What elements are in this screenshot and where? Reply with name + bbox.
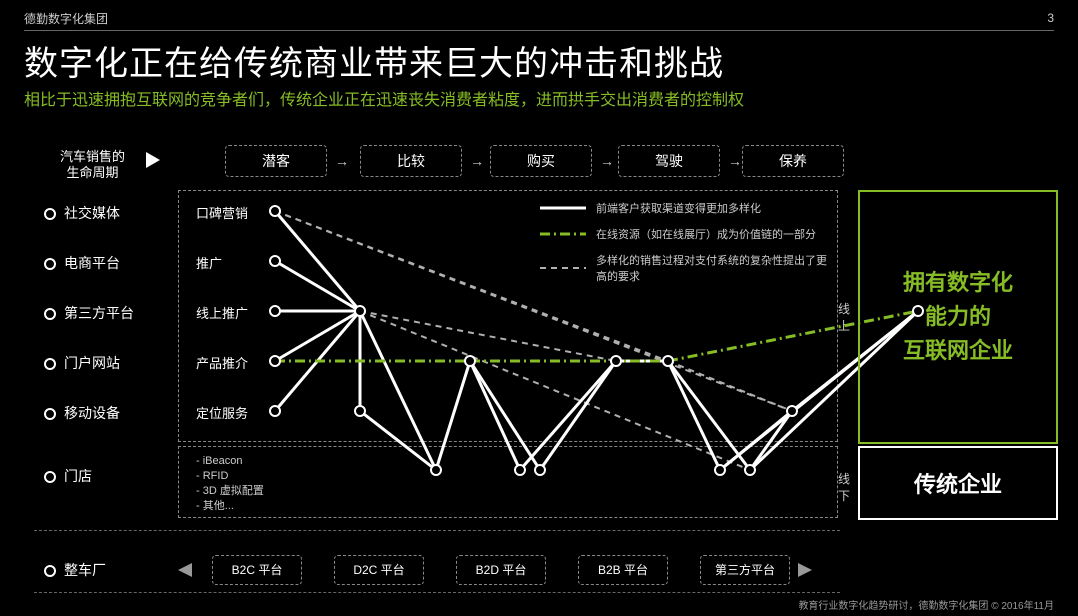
slide: 德勤数字化集团 3 数字化正在给传统商业带来巨大的冲击和挑战 相比于迅速拥抱互联… <box>0 0 1078 616</box>
arrow-right-icon <box>798 563 812 577</box>
offline-item: - iBeacon <box>196 454 264 469</box>
arrow-left-icon <box>178 563 192 577</box>
right-white-text: 传统企业 <box>914 467 1002 499</box>
legend-c: 多样化的销售过程对支付系统的复杂性提出了更高的要求 <box>596 252 836 284</box>
offline-inner-list: - iBeacon - RFID - 3D 虚拟配置 - 其他... <box>196 454 264 514</box>
offline-item: - 其他... <box>196 499 264 514</box>
right-white-box: 传统企业 <box>858 446 1058 520</box>
right-green-text: 拥有数字化 能力的 互联网企业 <box>903 266 1013 368</box>
offline-item: - 3D 虚拟配置 <box>196 484 264 499</box>
footer: 教育行业数字化趋势研讨，德勤数字化集团 © 2016年11月 <box>798 597 1054 612</box>
platform-box: B2D 平台 <box>456 555 546 585</box>
right-green-box: 拥有数字化 能力的 互联网企业 <box>858 190 1058 444</box>
platform-box: B2B 平台 <box>578 555 668 585</box>
platform-box: 第三方平台 <box>700 555 790 585</box>
platform-row: B2C 平台 D2C 平台 B2D 平台 B2B 平台 第三方平台 <box>178 555 1054 585</box>
legend-row-dash: 多样化的销售过程对支付系统的复杂性提出了更高的要求 <box>540 252 836 284</box>
offline-item: - RFID <box>196 469 264 484</box>
platform-box: B2C 平台 <box>212 555 302 585</box>
legend-a: 前端客户获取渠道变得更加多样化 <box>596 200 761 216</box>
legend-b: 在线资源（如在线展厅）成为价值链的一部分 <box>596 226 816 242</box>
legend-row-green: 在线资源（如在线展厅）成为价值链的一部分 <box>540 226 836 242</box>
legend-row-solid: 前端客户获取渠道变得更加多样化 <box>540 200 836 216</box>
platform-box: D2C 平台 <box>334 555 424 585</box>
legend: 前端客户获取渠道变得更加多样化 在线资源（如在线展厅）成为价值链的一部分 多样化… <box>540 200 836 294</box>
